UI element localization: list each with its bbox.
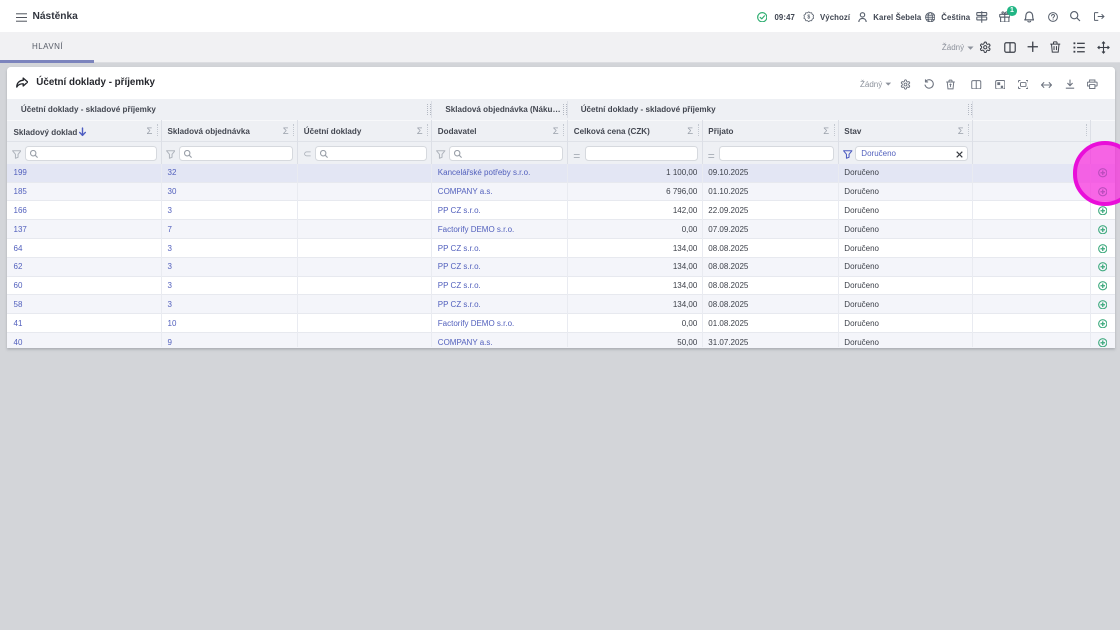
svg-text:$: $	[807, 15, 810, 21]
